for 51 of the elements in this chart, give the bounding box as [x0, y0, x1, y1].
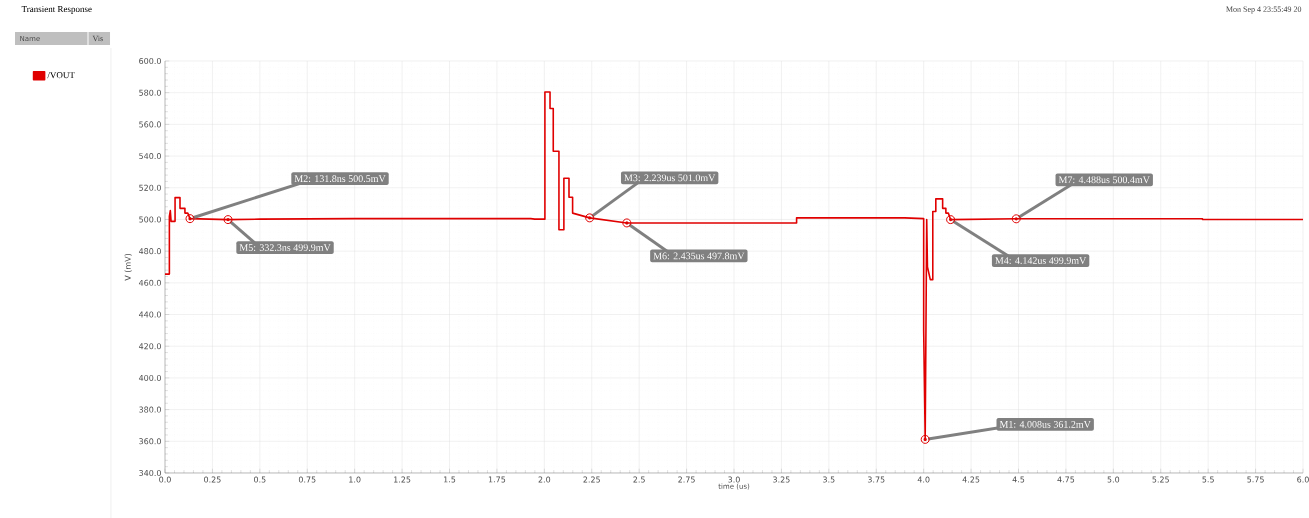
x-tick-label: 3.75	[867, 476, 885, 483]
text: Vis	[92, 35, 103, 42]
annotation: M4: 4.142us 499.9mV	[995, 257, 1087, 264]
x-tick-label: 5.75	[1247, 476, 1264, 483]
y-tick-label: 520.0	[139, 184, 161, 191]
x-tick-label: 2.25	[583, 476, 600, 483]
x-tick-label: 3.0	[728, 476, 740, 483]
x-tick-label: 1.0	[349, 476, 361, 483]
y-tick-label: 440.0	[138, 311, 161, 318]
x-tick-label: 0.0	[159, 476, 171, 483]
text: Transient Response	[21, 6, 92, 14]
x-tick-label: 1.25	[394, 476, 411, 483]
annotation: M3: 2.239us 501.0mV	[624, 174, 716, 182]
legend-label: /VOUT	[47, 72, 75, 79]
x-tick-label: 5.0	[1107, 476, 1120, 483]
x-tick-label: 3.25	[773, 476, 790, 483]
annotation: M6: 2.435us 497.8mV	[653, 252, 745, 260]
x-tick-label: 2.75	[678, 476, 695, 483]
x-tick-label: 2.5	[633, 476, 645, 483]
x-tick-label: 0.25	[204, 476, 221, 483]
x-tick-label: 0.5	[254, 476, 266, 483]
y-tick-label: 360.0	[139, 438, 161, 445]
y-tick-label: 580.0	[139, 89, 161, 96]
y-axis-title: V (mV)	[124, 253, 132, 281]
y-tick-label: 500.0	[139, 216, 161, 223]
x-tick-label: 1.5	[444, 476, 456, 483]
y-tick-label: 400.0	[138, 374, 161, 381]
y-tick-label: 600.0	[139, 57, 161, 65]
y-tick-label: 340.0	[139, 469, 161, 477]
annotation: M2: 131.8ns 500.5mV	[294, 175, 386, 183]
annotation: M7: 4.488us 500.4mV	[1058, 176, 1150, 184]
x-tick-label: 3.5	[823, 476, 835, 483]
text: Mon Sep 4 23:55:49 20	[1226, 6, 1302, 14]
y-tick-label: 420.0	[138, 343, 161, 350]
x-tick-label: 4.75	[1057, 476, 1075, 483]
y-tick-label: 380.0	[139, 406, 161, 413]
x-tick-label: 4.0	[917, 476, 930, 483]
x-tick-label: 0.75	[298, 476, 316, 483]
x-tick-label: 5.25	[1152, 476, 1169, 483]
x-tick-label: 4.25	[962, 476, 980, 483]
x-tick-label: 6.0	[1297, 476, 1309, 483]
y-tick-label: 460.0	[138, 279, 161, 286]
y-tick-label: 560.0	[139, 121, 161, 128]
y-tick-label: 480.0	[138, 248, 161, 255]
x-tick-label: 5.5	[1202, 476, 1214, 483]
annotation: M5: 332.3ns 499.9mV	[239, 244, 331, 251]
annotation: M1: 4.008us 361.2mV	[999, 420, 1091, 428]
y-tick-label: 540.0	[139, 153, 161, 160]
x-tick-label: 4.5	[1012, 476, 1025, 483]
x-tick-label: 1.75	[488, 476, 506, 483]
x-tick-label: 2.0	[538, 476, 551, 483]
